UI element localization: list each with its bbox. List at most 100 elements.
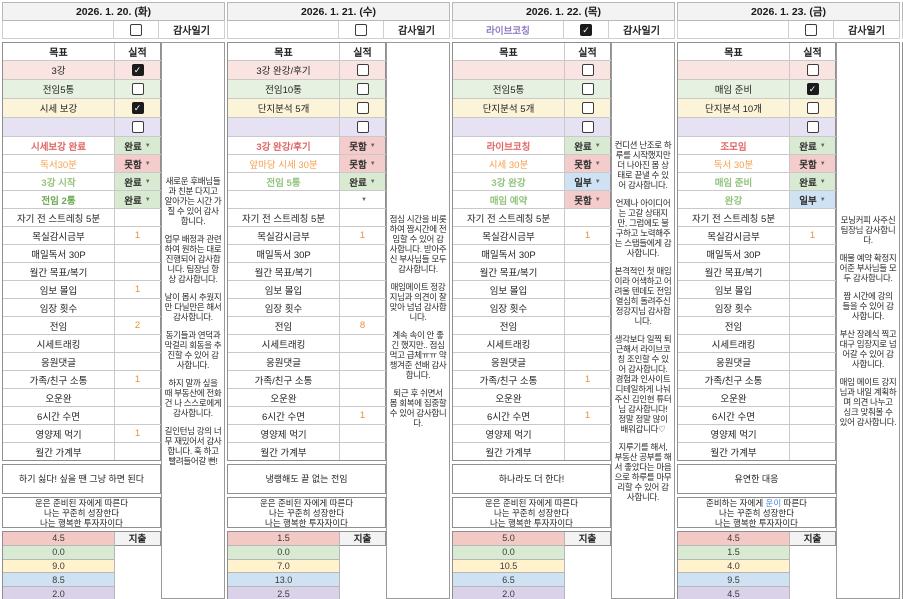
checkbox-row: 전임5통: [453, 80, 611, 99]
expense-value: 9.0: [3, 559, 115, 574]
special-checkbox[interactable]: [355, 23, 367, 36]
status-dropdown[interactable]: 못함 ▼: [565, 191, 611, 208]
goal-checkbox[interactable]: [581, 121, 594, 133]
goal-checkbox[interactable]: [806, 83, 819, 95]
habit-label: 응원댓글: [453, 353, 565, 370]
goal-row: 3강 완강/후기 못함 ▼: [228, 137, 386, 155]
habit-label: 매일독서 30P: [228, 245, 340, 262]
goal-checkbox[interactable]: [131, 83, 144, 95]
status-dropdown[interactable]: ▼: [340, 191, 386, 208]
status-dropdown[interactable]: 못함 ▼: [340, 155, 386, 172]
habit-row: 매일독서 30P: [453, 245, 611, 263]
habit-label: 가족/친구 소통: [228, 371, 340, 388]
checkbox-row: 시세 보강: [3, 99, 161, 118]
status-dropdown[interactable]: 완료 ▼: [115, 173, 161, 190]
habit-value: [565, 353, 611, 370]
habit-value: [565, 425, 611, 442]
diary-paragraph: 매임메이트 정강지님과 의견이 잘 맞아 넘넘 감사합니다.: [389, 281, 447, 322]
checkbox-row-label: [3, 118, 115, 136]
checkbox-row: 단지분석 5개: [453, 99, 611, 118]
habit-value: [790, 443, 836, 460]
goal-checkbox[interactable]: [581, 83, 594, 95]
habit-row: 임보 몰입: [453, 281, 611, 299]
status-dropdown[interactable]: 완료 ▼: [115, 191, 161, 208]
status-dropdown[interactable]: 일부 ▼: [565, 173, 611, 190]
habit-value: [565, 389, 611, 406]
status-dropdown[interactable]: 완료 ▼: [790, 173, 836, 190]
checkbox-row-label: 시세 보강: [3, 99, 115, 117]
goal-checkbox[interactable]: [356, 121, 369, 133]
habit-row: 목실감시금부 1: [453, 227, 611, 245]
goal-row: 완강 일부 ▼: [678, 191, 836, 209]
expense-row: 13.0: [228, 573, 386, 588]
checkbox-row-label: 전임5통: [3, 80, 115, 98]
habit-row: 오운완: [228, 389, 386, 407]
table-header-row: 목표 실적: [3, 43, 161, 61]
status-dropdown[interactable]: 못함 ▼: [790, 155, 836, 172]
status-text: 못함: [124, 159, 142, 171]
status-dropdown[interactable]: 완료 ▼: [340, 173, 386, 190]
expense-value: 1.5: [678, 545, 790, 560]
special-checkbox[interactable]: [805, 23, 817, 36]
habit-label: 월간 가계부: [3, 443, 115, 460]
habit-row: 월간 목표/복기: [228, 263, 386, 281]
goal-checkbox[interactable]: [581, 64, 594, 76]
goal-label: 완강: [678, 191, 790, 208]
habit-label: 응원댓글: [228, 353, 340, 370]
expense-table: 4.5 지출 0.0 9.0 8.5 2.0: [2, 531, 161, 599]
expense-row: 2.0: [453, 587, 611, 599]
goal-column-header: 목표: [453, 43, 565, 60]
status-text: 못함: [574, 159, 592, 171]
status-dropdown[interactable]: 완료 ▼: [790, 137, 836, 154]
goal-row: 전임 5통 완료 ▼: [228, 173, 386, 191]
status-dropdown[interactable]: 일부 ▼: [790, 191, 836, 208]
checkbox-row-label: [453, 61, 565, 79]
goal-checkbox[interactable]: [131, 102, 144, 114]
table-header-row: 목표 실적: [453, 43, 611, 61]
goal-checkbox[interactable]: [131, 121, 144, 133]
habit-value: [115, 407, 161, 424]
goal-row: 3강 시작 완료 ▼: [3, 173, 161, 191]
checkbox-row: 매임 준비: [678, 80, 836, 99]
goal-checkbox[interactable]: [356, 64, 369, 76]
status-dropdown[interactable]: 못함 ▼: [115, 155, 161, 172]
goal-row: 매임 예약 못함 ▼: [453, 191, 611, 209]
habit-label: 목실감시금부: [3, 227, 115, 244]
habit-value: [340, 425, 386, 442]
habit-label: 가족/친구 소통: [453, 371, 565, 388]
status-dropdown[interactable]: 못함 ▼: [565, 155, 611, 172]
expense-value: 2.0: [453, 587, 565, 599]
goal-checkbox[interactable]: [131, 64, 144, 76]
habit-value: [565, 281, 611, 298]
special-checkbox[interactable]: [130, 23, 142, 36]
habit-label: 월간 목표/복기: [3, 263, 115, 280]
habit-row: 영양제 먹기: [678, 425, 836, 443]
habit-label: 매일독서 30P: [453, 245, 565, 262]
habit-row: 월간 가계부: [228, 443, 386, 461]
habit-label: 월간 가계부: [678, 443, 790, 460]
habit-value: [790, 281, 836, 298]
special-checkbox[interactable]: [580, 23, 592, 36]
status-dropdown[interactable]: 완료 ▼: [565, 137, 611, 154]
goal-checkbox[interactable]: [356, 83, 369, 95]
diary-paragraph: 계속 속이 안 좋긴 했지만.. 점심 먹고 급체ㅠㅠ 약 챙겨준 선배 감사합…: [389, 329, 447, 380]
status-text: 못함: [799, 159, 817, 171]
habit-value: [115, 389, 161, 406]
affirmation-line: 운은 준비된 자에게 따른다: [34, 497, 129, 508]
dropdown-arrow-icon: ▼: [594, 178, 601, 185]
diary-paragraph: 동기들과 연덕과 막걸리 회동을 추진할 수 있어 감사합니다.: [164, 329, 222, 370]
status-text: 못함: [349, 141, 367, 153]
goal-checkbox[interactable]: [806, 64, 819, 76]
diary-cell: 새로운 후배님들과 친분 다지고 알아가는 시간 가질 수 있어 감사합니다. 업…: [161, 42, 225, 599]
goal-checkbox[interactable]: [356, 102, 369, 114]
goal-checkbox[interactable]: [806, 121, 819, 133]
status-dropdown[interactable]: 못함 ▼: [340, 137, 386, 154]
goal-label: 3강 완강/후기: [228, 137, 340, 154]
goal-checkbox[interactable]: [806, 102, 819, 114]
diary-paragraph: 언제나 아이디어는 고갈 상태지만, 그럼에도 불구하고 노력해주는 스탭들에게…: [614, 197, 672, 258]
goal-checkbox[interactable]: [581, 102, 594, 114]
status-dropdown[interactable]: 완료 ▼: [115, 137, 161, 154]
status-text: 완료: [124, 141, 142, 153]
habit-row: 가족/친구 소통 1: [453, 371, 611, 389]
affirmation-cell: 운은 준비된 자에게 따른다 나는 꾸준히 성장한다 나는 행복한 투자자이다: [2, 497, 161, 528]
